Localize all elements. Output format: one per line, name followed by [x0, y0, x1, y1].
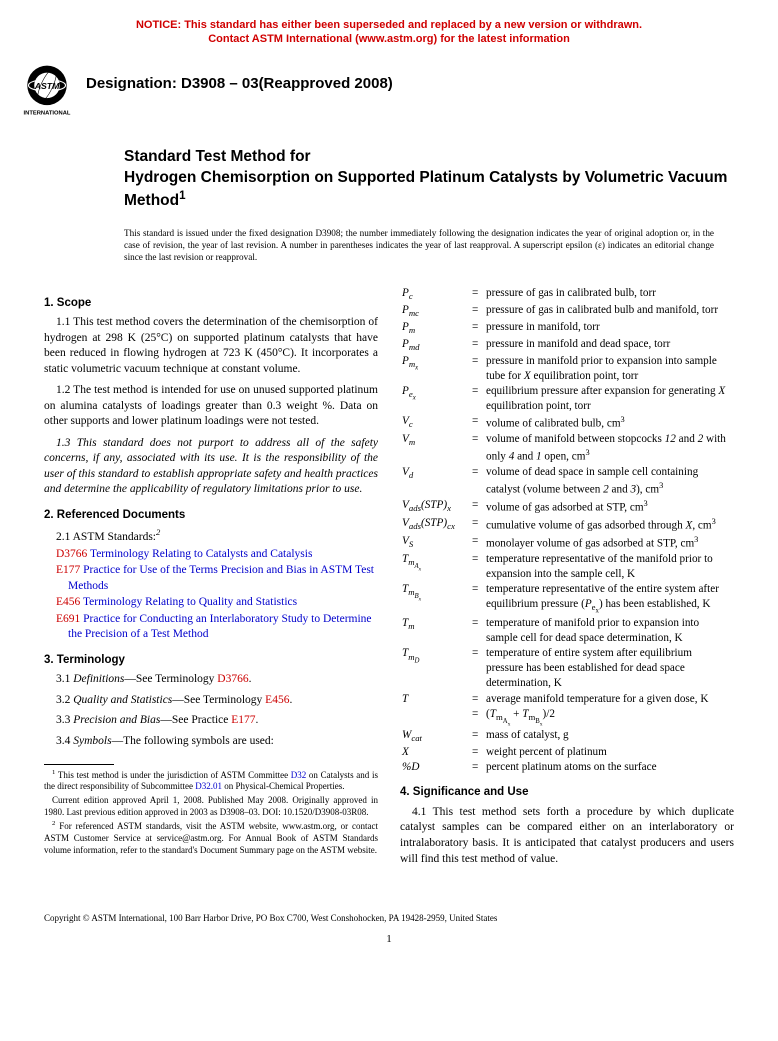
symbol-row: Pex=equilibrium pressure after expansion…: [400, 384, 734, 414]
symbol-row: =(TmAx + TmBx)/2: [400, 707, 734, 729]
symbol-row: Tm=temperature of manifold prior to expa…: [400, 616, 734, 646]
ref-link[interactable]: D3766 Terminology Relating to Catalysts …: [44, 547, 378, 563]
title-line1: Standard Test Method for: [124, 147, 734, 168]
symbol-row: %D=percent platinum atoms on the surface: [400, 760, 734, 775]
page: NOTICE: This standard has either been su…: [0, 0, 778, 975]
footnote-1: 1 This test method is under the jurisdic…: [44, 769, 378, 793]
sec1-p2: 1.2 The test method is intended for use …: [44, 383, 378, 430]
refs-container: D3766 Terminology Relating to Catalysts …: [44, 547, 378, 643]
link-d3201[interactable]: D32.01: [195, 781, 222, 791]
symbol-row: Wcat=mass of catalyst, g: [400, 728, 734, 745]
symbol-row: Pmx=pressure in manifold prior to expans…: [400, 354, 734, 384]
notice-line1: NOTICE: This standard has either been su…: [136, 19, 642, 31]
footnote-rule: [44, 764, 114, 765]
ref-link[interactable]: E691 Practice for Conducting an Interlab…: [44, 612, 378, 643]
sec3-head: 3. Terminology: [44, 653, 378, 669]
header-row: ASTM INTERNATIONAL Designation: D3908 – …: [18, 61, 734, 119]
sec1-p3: 1.3 This standard does not purport to ad…: [44, 436, 378, 498]
title-block: Standard Test Method for Hydrogen Chemis…: [124, 147, 734, 213]
title-line2: Hydrogen Chemisorption on Supported Plat…: [124, 168, 734, 213]
sec1-head: 1. Scope: [44, 296, 378, 312]
ref-link[interactable]: E456 Terminology Relating to Quality and…: [44, 595, 378, 611]
term-item: 3.1 Definitions—See Terminology D3766.: [44, 672, 378, 688]
sec4-head: 4. Significance and Use: [400, 785, 734, 801]
symbol-row: X=weight percent of platinum: [400, 745, 734, 760]
sec4-p1: 4.1 This test method sets forth a proced…: [400, 805, 734, 867]
ref-link[interactable]: E177 Practice for Use of the Terms Preci…: [44, 563, 378, 594]
symbol-row: TmD=temperature of entire system after e…: [400, 646, 734, 691]
symbol-row: Vads(STP)cx=cumulative volume of gas ads…: [400, 516, 734, 534]
sec2-sub: 2.1 ASTM Standards:2: [44, 527, 378, 545]
symbol-row: Pm=pressure in manifold, torr: [400, 320, 734, 337]
symbol-row: Vm=volume of manifold between stopcocks …: [400, 432, 734, 465]
designation: Designation: D3908 – 03(Reapproved 2008): [86, 61, 393, 92]
symbol-row: TmBx=temperature representative of the e…: [400, 582, 734, 616]
footnote-1b: Current edition approved April 1, 2008. …: [44, 795, 378, 818]
term-container: 3.1 Definitions—See Terminology D3766. 3.…: [44, 672, 378, 749]
term-item: 3.3 Precision and Bias—See Practice E177…: [44, 713, 378, 729]
right-column: Pc=pressure of gas in calibrated bulb, t…: [400, 286, 734, 873]
symbol-row: Vc=volume of calibrated bulb, cm3: [400, 414, 734, 432]
term-item: 3.4 Symbols—The following symbols are us…: [44, 734, 378, 750]
notice-line2: Contact ASTM International (www.astm.org…: [208, 33, 570, 45]
notice-banner: NOTICE: This standard has either been su…: [44, 18, 734, 47]
symbol-row: Pmc=pressure of gas in calibrated bulb a…: [400, 303, 734, 320]
issue-note: This standard is issued under the fixed …: [124, 227, 734, 264]
left-column: 1. Scope 1.1 This test method covers the…: [44, 286, 378, 873]
svg-text:ASTM: ASTM: [34, 80, 60, 90]
symbol-row: Vd=volume of dead space in sample cell c…: [400, 465, 734, 498]
svg-text:INTERNATIONAL: INTERNATIONAL: [24, 110, 71, 116]
sec1-p1: 1.1 This test method covers the determin…: [44, 315, 378, 377]
symbol-row: T=average manifold temperature for a giv…: [400, 692, 734, 707]
symbol-row: Vads(STP)x=volume of gas adsorbed at STP…: [400, 498, 734, 516]
symbol-row: Pc=pressure of gas in calibrated bulb, t…: [400, 286, 734, 303]
page-number: 1: [44, 933, 734, 945]
term-item: 3.2 Quality and Statistics—See Terminolo…: [44, 693, 378, 709]
columns: 1. Scope 1.1 This test method covers the…: [44, 286, 734, 873]
footnote-2: 2 For referenced ASTM standards, visit t…: [44, 820, 378, 856]
link-d32[interactable]: D32: [291, 770, 307, 780]
copyright: Copyright © ASTM International, 100 Barr…: [44, 913, 734, 923]
symbol-row: VS=monolayer volume of gas adsorbed at S…: [400, 534, 734, 552]
astm-logo: ASTM INTERNATIONAL: [18, 61, 76, 119]
symbol-row: Pmd=pressure in manifold and dead space,…: [400, 337, 734, 354]
symbols-table: Pc=pressure of gas in calibrated bulb, t…: [400, 286, 734, 776]
symbol-row: TmAx=temperature representative of the m…: [400, 552, 734, 582]
sec2-head: 2. Referenced Documents: [44, 508, 378, 524]
